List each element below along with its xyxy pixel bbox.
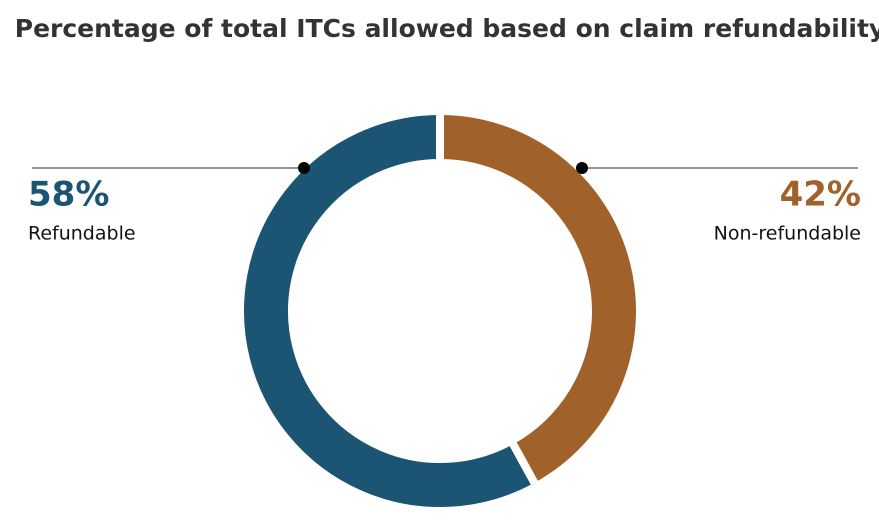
- donut-slice: [236, 106, 542, 515]
- category-label: Refundable: [28, 223, 136, 245]
- value-label: 42%: [780, 175, 861, 215]
- chart-title: Percentage of total ITCs allowed based o…: [15, 14, 879, 43]
- value-label: 58%: [28, 175, 109, 215]
- leader-dot: [576, 162, 588, 174]
- category-label: Non-refundable: [714, 223, 861, 245]
- donut-slice: [436, 106, 644, 492]
- leader-dot: [298, 162, 310, 174]
